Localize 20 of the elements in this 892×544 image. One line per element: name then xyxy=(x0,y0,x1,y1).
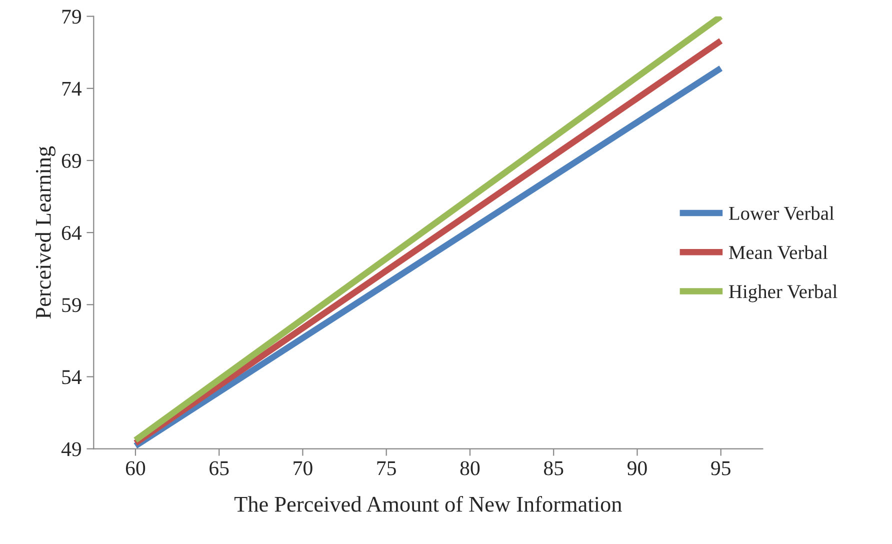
y-tick-label: 64 xyxy=(62,226,82,240)
x-tick-label: 60 xyxy=(126,461,146,476)
x-tick-label: 95 xyxy=(711,461,730,476)
y-tick-label: 74 xyxy=(62,82,82,96)
x-tick-label: 90 xyxy=(627,461,647,476)
legend-label: Lower Verbal xyxy=(728,206,834,220)
x-tick-label: 85 xyxy=(544,461,564,476)
y-tick-label: 69 xyxy=(62,154,81,168)
x-tick-label: 65 xyxy=(210,461,229,476)
y-axis-title: Perceived Learning xyxy=(35,146,56,319)
x-tick-label: 80 xyxy=(460,461,480,476)
x-tick-label: 70 xyxy=(294,461,312,476)
y-tick-label: 79 xyxy=(62,10,81,24)
x-tick-label: 75 xyxy=(377,461,396,476)
y-tick-label: 49 xyxy=(61,442,81,456)
x-axis-title: The Perceived Amount of New Information xyxy=(234,496,622,512)
legend-label: Higher Verbal xyxy=(728,284,838,302)
y-tick-label: 59 xyxy=(62,298,81,312)
legend-label: Mean Verbal xyxy=(728,245,828,260)
y-tick-label: 54 xyxy=(62,370,82,384)
